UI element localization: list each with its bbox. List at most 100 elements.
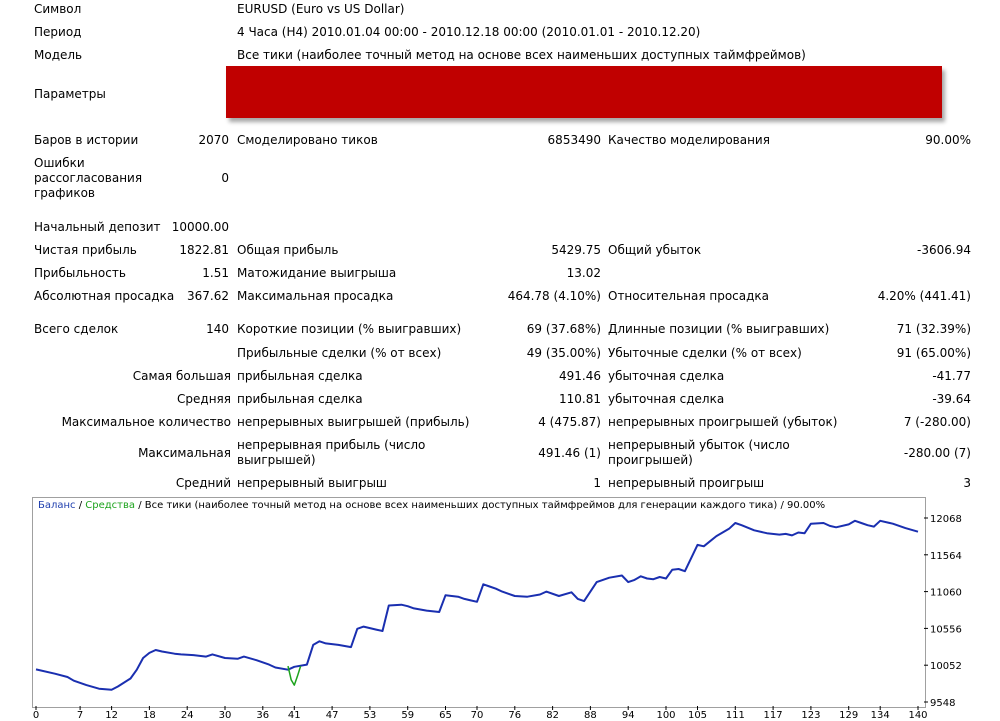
quality-label: Качество моделирования — [608, 133, 770, 147]
x-axis-tick-label: 105 — [688, 710, 707, 721]
x-axis-tick-label: 30 — [219, 710, 232, 721]
average-consecutive-wins-value: 1 — [593, 476, 601, 490]
average-consecutive-wins-label: непрерывный выигрыш — [237, 476, 387, 490]
average-consecutive-losses-label: непрерывный проигрыш — [608, 476, 765, 490]
largest-profit-value: 491.46 — [559, 369, 601, 383]
symbol-value: EURUSD (Euro vs US Dollar) — [237, 2, 405, 16]
x-axis-tick-label: 12 — [105, 710, 118, 721]
short-positions-value: 69 (37.68%) — [526, 322, 601, 336]
x-axis-tick-label: 47 — [326, 710, 339, 721]
total-trades-label: Всего сделок — [34, 322, 119, 336]
parameters-redaction — [226, 66, 942, 118]
consecutive-profit-value: 491.46 (1) — [538, 446, 601, 460]
deposit-value: 10000.00 — [171, 220, 229, 234]
y-axis-tick-label: 10556 — [930, 624, 962, 635]
period-label: Период — [34, 25, 82, 39]
profit-trades-value: 49 (35.00%) — [526, 346, 601, 360]
x-axis-tick-label: 117 — [764, 710, 783, 721]
x-axis-tick-label: 140 — [908, 710, 927, 721]
x-axis-tick-label: 76 — [508, 710, 521, 721]
absolute-drawdown-label: Абсолютная просадка — [34, 289, 175, 303]
maximal-label: Максимальная — [138, 446, 231, 460]
legend-model-text: Все тики (наиболее точный метод на основ… — [144, 500, 826, 511]
x-axis-tick-label: 134 — [871, 710, 890, 721]
y-axis-tick-label: 11564 — [930, 551, 962, 562]
x-axis-tick-label: 88 — [584, 710, 597, 721]
x-axis-tick-label: 65 — [439, 710, 452, 721]
x-axis-tick-label: 18 — [143, 710, 156, 721]
model-label: Модель — [34, 48, 83, 62]
x-axis-tick-label: 41 — [288, 710, 301, 721]
quality-value: 90.00% — [925, 133, 971, 147]
relative-drawdown-value: 4.20% (441.41) — [877, 289, 971, 303]
legend-equity: Средства — [85, 500, 136, 511]
gross-loss-label: Общий убыток — [608, 243, 702, 257]
equity-line — [287, 665, 302, 686]
y-axis-tick-label: 11060 — [930, 588, 962, 599]
chart-legend: Баланс / Средства / Все тики (наиболее т… — [38, 500, 825, 511]
expected-payoff-label: Матожидание выигрыша — [237, 266, 397, 280]
average-loss-label: убыточная сделка — [608, 392, 725, 406]
max-drawdown-label: Максимальная просадка — [237, 289, 394, 303]
average-trade-label: Средняя — [177, 392, 231, 406]
absolute-drawdown-value: 367.62 — [187, 289, 229, 303]
profit-factor-value: 1.51 — [202, 266, 229, 280]
consecutive-wins-label: непрерывных выигрышей (прибыль) — [237, 415, 470, 429]
parameters-label: Параметры — [34, 87, 106, 101]
y-axis-tick-label: 12068 — [930, 514, 962, 525]
gross-profit-label: Общая прибыль — [237, 243, 339, 257]
profit-factor-label: Прибыльность — [34, 266, 126, 280]
loss-trades-label: Убыточные сделки (% от всех) — [608, 346, 802, 360]
average-profit-value: 110.81 — [559, 392, 601, 406]
x-axis-tick-label: 82 — [546, 710, 559, 721]
long-positions-value: 71 (32.39%) — [896, 322, 971, 336]
x-axis-tick-label: 24 — [181, 710, 194, 721]
legend-separator: / — [75, 500, 86, 511]
largest-profit-label: прибыльная сделка — [237, 369, 363, 383]
long-positions-label: Длинные позиции (% выигравших) — [608, 322, 830, 336]
consecutive-losses-label: непрерывных проигрышей (убыток) — [608, 415, 838, 429]
x-axis-tick-label: 36 — [256, 710, 269, 721]
consecutive-profit-label: непрерывная прибыль (число выигрышей) — [237, 438, 426, 467]
profit-trades-label: Прибыльные сделки (% от всех) — [237, 346, 442, 360]
ticks-value: 6853490 — [547, 133, 601, 147]
legend-balance: Баланс — [38, 500, 76, 511]
bars-value: 2070 — [198, 133, 229, 147]
model-value: Все тики (наиболее точный метод на основ… — [237, 48, 806, 62]
y-axis-tick-label: 10052 — [930, 661, 962, 672]
largest-loss-value: -41.77 — [932, 369, 971, 383]
mismatch-label: Ошибки рассогласования графиков — [34, 156, 143, 200]
x-axis-tick-label: 59 — [401, 710, 414, 721]
period-value: 4 Часа (H4) 2010.01.04 00:00 - 2010.12.1… — [237, 25, 701, 39]
consecutive-losses-value: 7 (-280.00) — [903, 415, 971, 429]
x-axis-tick-label: 0 — [33, 710, 39, 721]
consecutive-loss-label: непрерывный убыток (число проигрышей) — [608, 438, 790, 467]
gross-loss-value: -3606.94 — [917, 243, 971, 257]
bars-label: Баров в истории — [34, 133, 139, 147]
x-axis-tick-label: 70 — [471, 710, 484, 721]
x-axis-tick-label: 123 — [801, 710, 820, 721]
consecutive-loss-value: -280.00 (7) — [903, 446, 971, 460]
average-profit-label: прибыльная сделка — [237, 392, 363, 406]
expected-payoff-value: 13.02 — [566, 266, 601, 280]
total-trades-value: 140 — [206, 322, 229, 336]
x-axis-tick-label: 94 — [622, 710, 635, 721]
deposit-label: Начальный депозит — [34, 220, 161, 234]
gross-profit-value: 5429.75 — [551, 243, 601, 257]
balance-chart-frame — [32, 497, 926, 708]
average-loss-value: -39.64 — [932, 392, 971, 406]
largest-loss-label: убыточная сделка — [608, 369, 725, 383]
y-axis-tick-label: 9548 — [930, 698, 955, 709]
ticks-label: Смоделировано тиков — [237, 133, 378, 147]
consecutive-wins-value: 4 (475.87) — [538, 415, 601, 429]
x-axis-tick-label: 111 — [726, 710, 745, 721]
net-profit-label: Чистая прибыль — [34, 243, 137, 257]
legend-separator: / — [135, 500, 145, 511]
relative-drawdown-label: Относительная просадка — [608, 289, 770, 303]
x-axis-tick-label: 100 — [656, 710, 675, 721]
average-consecutive-label: Средний — [175, 476, 231, 490]
short-positions-label: Короткие позиции (% выигравших) — [237, 322, 462, 336]
mismatch-value: 0 — [221, 171, 229, 185]
loss-trades-value: 91 (65.00%) — [896, 346, 971, 360]
